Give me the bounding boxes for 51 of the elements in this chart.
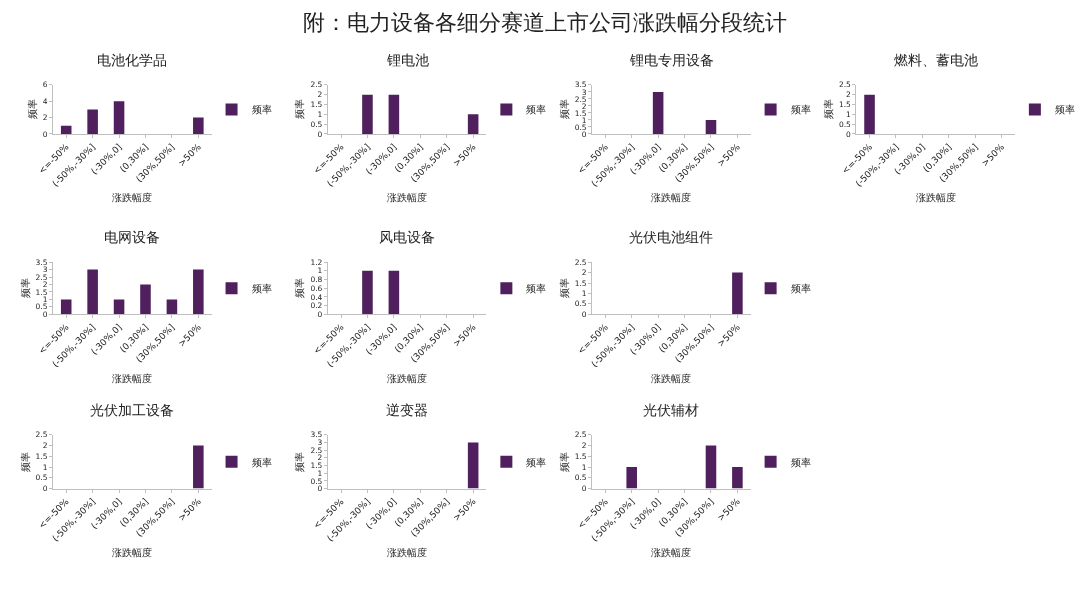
x-axis-title: 涨跌幅度: [387, 192, 428, 204]
x-axis-title: 涨跌幅度: [651, 372, 692, 384]
x-axis-title: 涨跌幅度: [112, 546, 153, 558]
bar: [60, 125, 72, 134]
legend-label: 频率: [1054, 104, 1075, 116]
bar: [140, 284, 151, 315]
y-axis-title: 频率: [19, 278, 31, 299]
y-axis-title: 频率: [558, 451, 570, 472]
bar: [166, 299, 178, 315]
bar: [113, 101, 125, 134]
x-axis-title: 涨跌幅度: [112, 372, 153, 384]
x-axis-title: 涨跌幅度: [387, 546, 428, 558]
chart-title: 风电设备: [379, 229, 435, 245]
chart-title: 锂电池: [386, 52, 429, 68]
legend-label: 频率: [526, 456, 547, 468]
bar: [193, 117, 204, 134]
legend-label: 频率: [790, 456, 811, 468]
y-axis-title: 频率: [294, 278, 306, 299]
chart-title: 光伏加工设备: [90, 402, 174, 418]
y-axis-title: 频率: [26, 99, 38, 120]
text: 频率: [526, 283, 547, 295]
x-axis-title: 涨跌幅度: [651, 192, 692, 204]
legend-label: 频率: [790, 104, 811, 116]
text: 附：电力设备各细分赛道上市公司涨跌幅分段统计: [303, 10, 787, 35]
text: 频率: [251, 283, 272, 295]
legend-label: 频率: [526, 104, 547, 116]
legend-label: 频率: [251, 104, 272, 116]
bar: [113, 299, 125, 315]
y-axis-title: 频率: [19, 451, 31, 472]
chart-title: 光伏电池组件: [629, 229, 713, 245]
chart-title: 光伏辅材: [643, 402, 699, 418]
y-axis-title: 频率: [558, 99, 570, 120]
y-axis-title: 频率: [822, 99, 834, 120]
legend-label: 频率: [251, 456, 272, 468]
chart-title: 电池化学品: [97, 52, 167, 68]
x-axis-title: 涨跌幅度: [112, 192, 153, 204]
text: 频率: [790, 283, 811, 295]
bar: [87, 269, 98, 315]
x-axis-title: 涨跌幅度: [651, 546, 692, 558]
bar: [60, 299, 72, 315]
y-axis-title: 频率: [558, 278, 570, 299]
y-axis-title: 频率: [294, 99, 306, 120]
chart-title: 电网设备: [104, 229, 160, 245]
x-axis-title: 涨跌幅度: [387, 372, 428, 384]
chart-title: 燃料、蓄电池: [894, 52, 978, 68]
y-axis-title: 频率: [294, 451, 306, 472]
x-axis-title: 涨跌幅度: [915, 192, 956, 204]
bar: [193, 269, 204, 315]
chart-title: 逆变器: [386, 402, 428, 418]
chart-title: 锂电专用设备: [629, 52, 714, 68]
bar: [87, 109, 98, 134]
